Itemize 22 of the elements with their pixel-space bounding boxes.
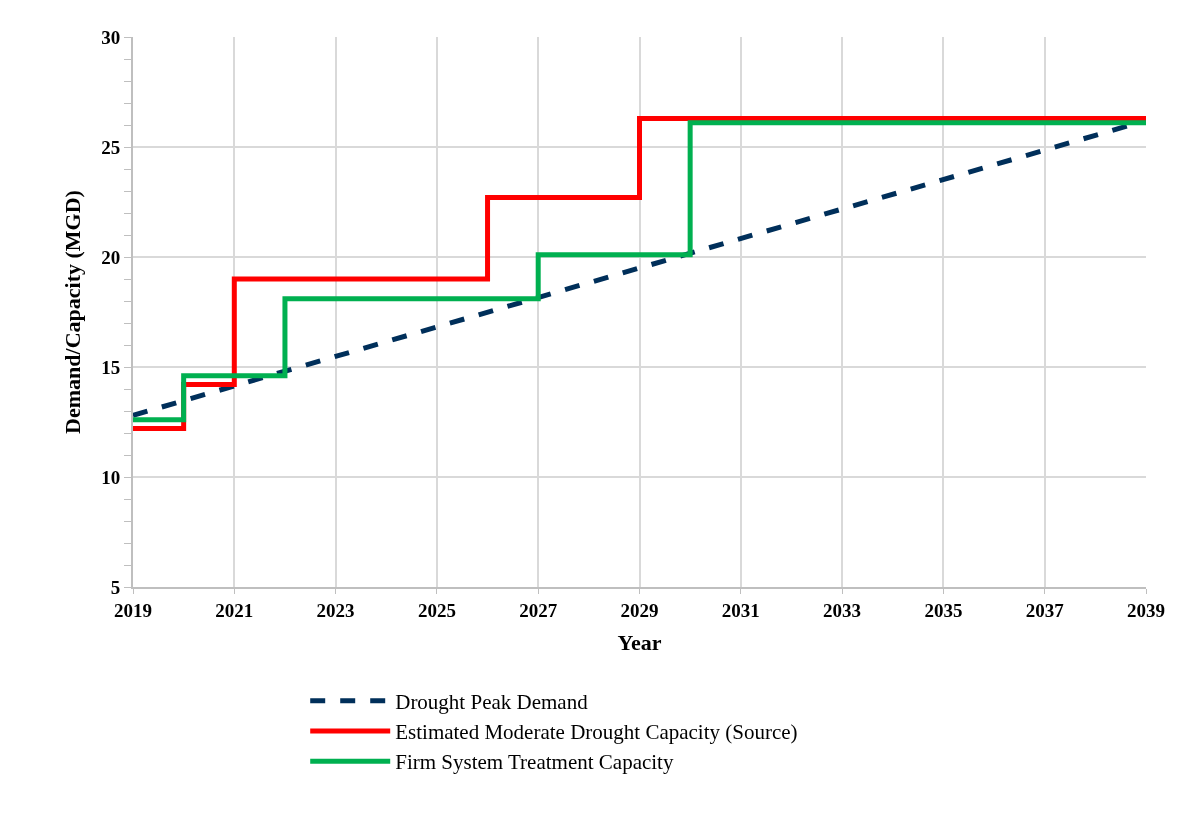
x-tick-label: 2035 xyxy=(924,599,963,621)
y-tick-label: 20 xyxy=(101,246,121,268)
x-tick-label: 2019 xyxy=(114,599,152,621)
legend-label: Drought Peak Demand xyxy=(395,689,589,714)
x-tick-label: 2027 xyxy=(519,599,558,621)
x-tick-label: 2025 xyxy=(417,599,456,621)
x-tick-label: 2029 xyxy=(620,599,659,621)
x-tick-label: 2039 xyxy=(1127,599,1165,621)
x-tick-label: 2031 xyxy=(721,599,760,621)
y-tick-label: 15 xyxy=(101,356,121,378)
legend-label: Estimated Moderate Drought Capacity (Source) xyxy=(395,720,798,745)
y-tick-label: 5 xyxy=(110,576,121,598)
x-tick-label: 2037 xyxy=(1025,599,1065,621)
y-axis-title: Demand/Capacity (MGD) xyxy=(59,190,85,434)
x-tick-label: 2023 xyxy=(316,599,355,621)
x-tick-label: 2033 xyxy=(823,599,862,621)
y-tick-label: 30 xyxy=(101,26,121,48)
x-axis-title: Year xyxy=(617,630,662,656)
y-tick-label: 10 xyxy=(101,466,121,488)
x-tick-label: 2021 xyxy=(215,599,254,621)
y-tick-label: 25 xyxy=(101,136,121,158)
legend-label: Firm System Treatment Capacity xyxy=(395,750,674,775)
